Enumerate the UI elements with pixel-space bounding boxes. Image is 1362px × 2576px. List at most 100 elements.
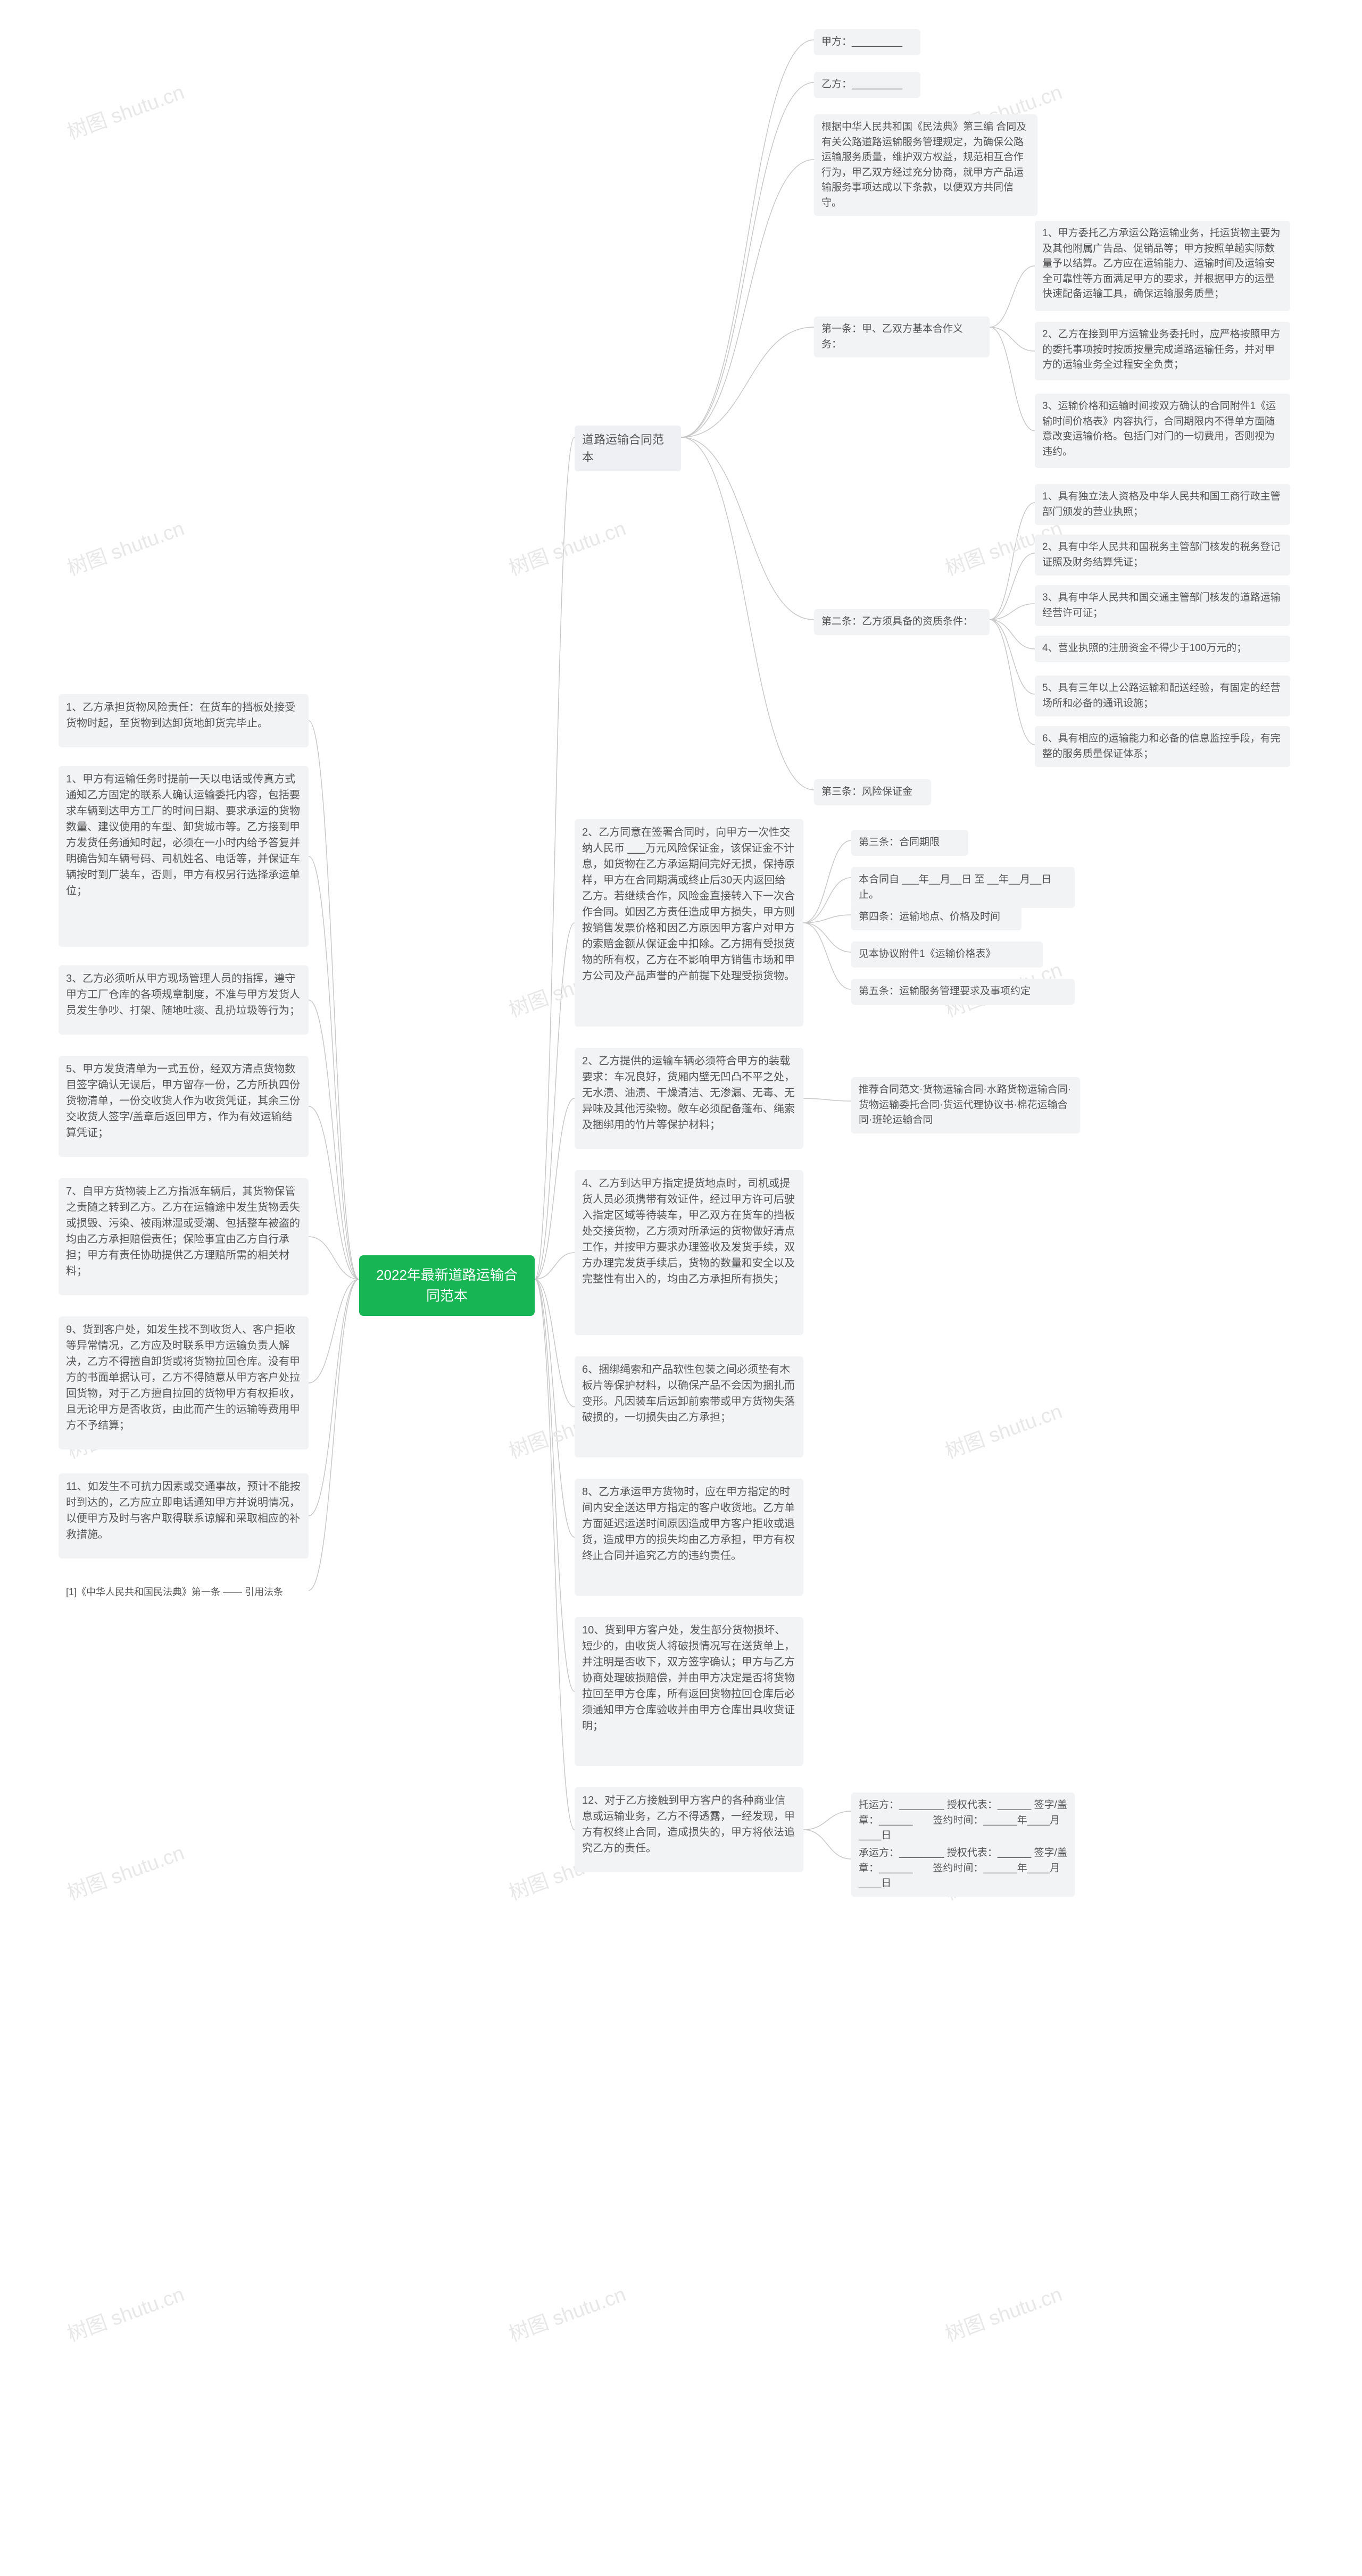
- node-text: 第二条：乙方须具备的资质条件：: [821, 616, 973, 627]
- connector: [535, 1279, 575, 1830]
- node-text: [1]《中华人民共和国民法典》第一条 —— 引用法条: [66, 1587, 283, 1597]
- connector: [990, 266, 1035, 327]
- mindmap-node-L2[interactable]: 1、甲方有运输任务时提前一天以电话或传真方式通知乙方固定的联系人确认运输委托内容…: [59, 766, 309, 947]
- mindmap-node-R5[interactable]: 6、捆绑绳索和产品软性包装之间必须垫有木板片等保护材料，以确保产品不会因为捆扎而…: [575, 1356, 803, 1457]
- node-text: 6、捆绑绳索和产品软性包装之间必须垫有木板片等保护材料，以确保产品不会因为捆扎而…: [582, 1364, 795, 1423]
- watermark: 树图 shutu.cn: [504, 512, 629, 581]
- connector: [309, 1279, 359, 1516]
- connector: [803, 923, 851, 989]
- mindmap-node-R_art1_3[interactable]: 3、运输价格和运输时间按双方确认的合同附件1《运输时间价格表》内容执行，合同期限…: [1035, 394, 1290, 468]
- mindmap-node-R3_rec[interactable]: 推荐合同范文·货物运输合同·水路货物运输合同·货物运输委托合同·货运代理协议书·…: [851, 1077, 1080, 1133]
- mindmap-node-root[interactable]: 2022年最新道路运输合同范本: [359, 1255, 535, 1316]
- node-text: 3、运输价格和运输时间按双方确认的合同附件1《运输时间价格表》内容执行，合同期限…: [1042, 401, 1276, 457]
- mindmap-node-R_art3a[interactable]: 第三条：风险保证金: [814, 779, 931, 805]
- node-text: 11、如发生不可抗力因素或交通事故，预计不能按时到达的，乙方应立即电话通知甲方并…: [66, 1481, 301, 1540]
- node-text: 第四条：运输地点、价格及时间: [859, 911, 1000, 922]
- node-text: 9、货到客户处，如发生找不到收货人、客户拒收等异常情况，乙方应及时联系甲方运输负…: [66, 1324, 300, 1431]
- connector: [803, 1811, 851, 1830]
- node-text: 甲方：_________: [821, 36, 902, 47]
- mindmap-node-R8_b[interactable]: 承运方：________ 授权代表：______ 签字/盖章：______ 签约…: [851, 1840, 1075, 1897]
- mindmap-node-R4[interactable]: 4、乙方到达甲方指定提货地点时，司机或提货人员必须携带有效证件，经过甲方许可后驶…: [575, 1170, 803, 1335]
- node-text: 乙方：_________: [821, 79, 902, 90]
- connector: [803, 915, 851, 923]
- node-text: 2022年最新道路运输合同范本: [376, 1267, 518, 1304]
- connector: [535, 437, 575, 1279]
- connector: [681, 437, 814, 620]
- node-text: 8、乙方承运甲方货物时，应在甲方指定的时间内安全送达甲方指定的客户收货地。乙方单…: [582, 1486, 795, 1562]
- connector: [535, 1279, 575, 1691]
- mindmap-node-R7[interactable]: 10、货到甲方客户处，发生部分货物损坏、短少的，由收货人将破损情况写在送货单上，…: [575, 1617, 803, 1766]
- connector: [535, 1253, 575, 1279]
- connector: [990, 620, 1035, 649]
- connector: [681, 327, 814, 437]
- connector: [990, 327, 1035, 351]
- connector: [681, 40, 814, 437]
- mindmap-node-R_preamble[interactable]: 根据中华人民共和国《民法典》第三编 合同及有关公路道路运输服务管理规定，为确保公…: [814, 114, 1037, 216]
- watermark: 树图 shutu.cn: [63, 2278, 188, 2347]
- watermark: 树图 shutu.cn: [63, 76, 188, 145]
- watermark: 树图 shutu.cn: [504, 2278, 629, 2347]
- node-text: 1、具有独立法人资格及中华人民共和国工商行政主管部门颁发的营业执照；: [1042, 491, 1281, 518]
- node-text: 1、乙方承担货物风险责任：在货车的挡板处接受货物时起，至货物到达卸货地卸货完毕止…: [66, 702, 295, 729]
- mindmap-node-R_jia[interactable]: 甲方：_________: [814, 29, 920, 55]
- connector: [803, 1830, 851, 1859]
- node-text: 根据中华人民共和国《民法典》第三编 合同及有关公路道路运输服务管理规定，为确保公…: [821, 121, 1026, 209]
- mindmap-node-R3[interactable]: 2、乙方提供的运输车辆必须符合甲方的装载要求：车况良好，货厢内壁无凹凸不平之处，…: [575, 1048, 803, 1149]
- mindmap-node-R2[interactable]: 2、乙方同意在签署合同时，向甲方一次性交纳人民币 ___万元风险保证金，该保证金…: [575, 819, 803, 1027]
- mindmap-canvas: 树图 shutu.cn 树图 shutu.cn 树图 shutu.cn 树图 shut…: [0, 0, 1362, 2576]
- mindmap-node-R2_art4[interactable]: 第四条：运输地点、价格及时间: [851, 904, 1021, 930]
- node-text: 4、营业执照的注册资金不得少于100万元的；: [1042, 643, 1247, 654]
- node-text: 托运方：________ 授权代表：______ 签字/盖章：______ 签约…: [859, 1799, 1067, 1841]
- mindmap-node-R2_art3[interactable]: 第三条：合同期限: [851, 830, 968, 856]
- connector: [309, 1279, 359, 1590]
- node-text: 2、乙方在接到甲方运输业务委托时，应严格按照甲方的委托事项按时按质按量完成道路运…: [1042, 329, 1281, 370]
- mindmap-node-R_art2_5[interactable]: 5、具有三年以上公路运输和配送经验，有固定的经营场所和必备的通讯设施；: [1035, 676, 1290, 716]
- mindmap-node-R_yi[interactable]: 乙方：_________: [814, 72, 920, 98]
- node-text: 3、乙方必须听从甲方现场管理人员的指挥，遵守甲方工厂仓库的各项规章制度，不准与甲…: [66, 973, 300, 1016]
- node-text: 见本协议附件1《运输价格表》: [859, 948, 996, 960]
- connector: [990, 503, 1035, 620]
- mindmap-node-R_art2_4[interactable]: 4、营业执照的注册资金不得少于100万元的；: [1035, 636, 1290, 662]
- connector: [990, 604, 1035, 620]
- node-text: 5、具有三年以上公路运输和配送经验，有固定的经营场所和必备的通讯设施；: [1042, 682, 1281, 709]
- node-text: 1、甲方委托乙方承运公路运输业务，托运货物主要为 及其他附属广告品、促销品等；甲…: [1042, 228, 1281, 299]
- node-text: 6、具有相应的运输能力和必备的信息监控手段，有完整的服务质量保证体系；: [1042, 733, 1281, 760]
- mindmap-node-R6[interactable]: 8、乙方承运甲方货物时，应在甲方指定的时间内安全送达甲方指定的客户收货地。乙方单…: [575, 1479, 803, 1596]
- node-text: 第五条：运输服务管理要求及事项约定: [859, 986, 1031, 997]
- mindmap-node-R_art2_3[interactable]: 3、具有中华人民共和国交通主管部门核发的道路运输经营许可证；: [1035, 585, 1290, 626]
- mindmap-node-R_art1_2[interactable]: 2、乙方在接到甲方运输业务委托时，应严格按照甲方的委托事项按时按质按量完成道路运…: [1035, 322, 1290, 380]
- mindmap-node-R2_art5[interactable]: 第五条：运输服务管理要求及事项约定: [851, 979, 1075, 1005]
- mindmap-node-R_template[interactable]: 道路运输合同范本: [575, 426, 681, 471]
- node-text: 2、具有中华人民共和国税务主管部门核发的税务登记证照及财务结算凭证；: [1042, 541, 1281, 568]
- connector: [309, 721, 359, 1279]
- node-text: 道路运输合同范本: [582, 433, 664, 464]
- mindmap-node-Lref[interactable]: [1]《中华人民共和国民法典》第一条 —— 引用法条: [59, 1580, 309, 1605]
- mindmap-node-L4[interactable]: 5、甲方发货清单为一式五份，经双方清点货物数目签字确认无误后，甲方留存一份，乙方…: [59, 1056, 309, 1157]
- node-text: 第三条：合同期限: [859, 837, 940, 848]
- connector: [309, 1000, 359, 1279]
- mindmap-node-R2_app[interactable]: 见本协议附件1《运输价格表》: [851, 941, 1043, 968]
- mindmap-node-R_art2_2[interactable]: 2、具有中华人民共和国税务主管部门核发的税务登记证照及财务结算凭证；: [1035, 535, 1290, 576]
- mindmap-node-R2_term[interactable]: 本合同自 ___年__月__日 至 __年__月__日止。: [851, 867, 1075, 908]
- mindmap-node-R_art2[interactable]: 第二条：乙方须具备的资质条件：: [814, 609, 990, 635]
- mindmap-node-R_art2_1[interactable]: 1、具有独立法人资格及中华人民共和国工商行政主管部门颁发的营业执照；: [1035, 484, 1290, 525]
- node-text: 承运方：________ 授权代表：______ 签字/盖章：______ 签约…: [859, 1847, 1067, 1889]
- node-text: 第一条：甲、乙双方基本合作义务：: [821, 323, 963, 350]
- mindmap-node-R_art1_1[interactable]: 1、甲方委托乙方承运公路运输业务，托运货物主要为 及其他附属广告品、促销品等；甲…: [1035, 221, 1290, 311]
- connector: [309, 1106, 359, 1279]
- mindmap-node-R8[interactable]: 12、对于乙方接触到甲方客户的各种商业信息或运输业务，乙方不得透露，一经发现，甲…: [575, 1787, 803, 1872]
- node-text: 2、乙方提供的运输车辆必须符合甲方的装载要求：车况良好，货厢内壁无凹凸不平之处，…: [582, 1055, 795, 1131]
- connector: [309, 1279, 359, 1383]
- mindmap-node-L5[interactable]: 7、自甲方货物装上乙方指派车辆后，其货物保管之责随之转到乙方。乙方在运输途中发生…: [59, 1178, 309, 1295]
- mindmap-node-L1[interactable]: 1、乙方承担货物风险责任：在货车的挡板处接受货物时起，至货物到达卸货地卸货完毕止…: [59, 694, 309, 747]
- mindmap-node-L3[interactable]: 3、乙方必须听从甲方现场管理人员的指挥，遵守甲方工厂仓库的各项规章制度，不准与甲…: [59, 965, 309, 1035]
- mindmap-node-L7[interactable]: 11、如发生不可抗力因素或交通事故，预计不能按时到达的，乙方应立即电话通知甲方并…: [59, 1473, 309, 1558]
- mindmap-node-R_art1[interactable]: 第一条：甲、乙双方基本合作义务：: [814, 316, 990, 357]
- connector: [803, 840, 851, 923]
- mindmap-node-R_art2_6[interactable]: 6、具有相应的运输能力和必备的信息监控手段，有完整的服务质量保证体系；: [1035, 726, 1290, 767]
- mindmap-node-L6[interactable]: 9、货到客户处，如发生找不到收货人、客户拒收等异常情况，乙方应及时联系甲方运输负…: [59, 1316, 309, 1449]
- connector: [309, 856, 359, 1279]
- connector: [990, 553, 1035, 620]
- watermark: 树图 shutu.cn: [941, 1395, 1066, 1464]
- node-text: 7、自甲方货物装上乙方指派车辆后，其货物保管之责随之转到乙方。乙方在运输途中发生…: [66, 1186, 300, 1277]
